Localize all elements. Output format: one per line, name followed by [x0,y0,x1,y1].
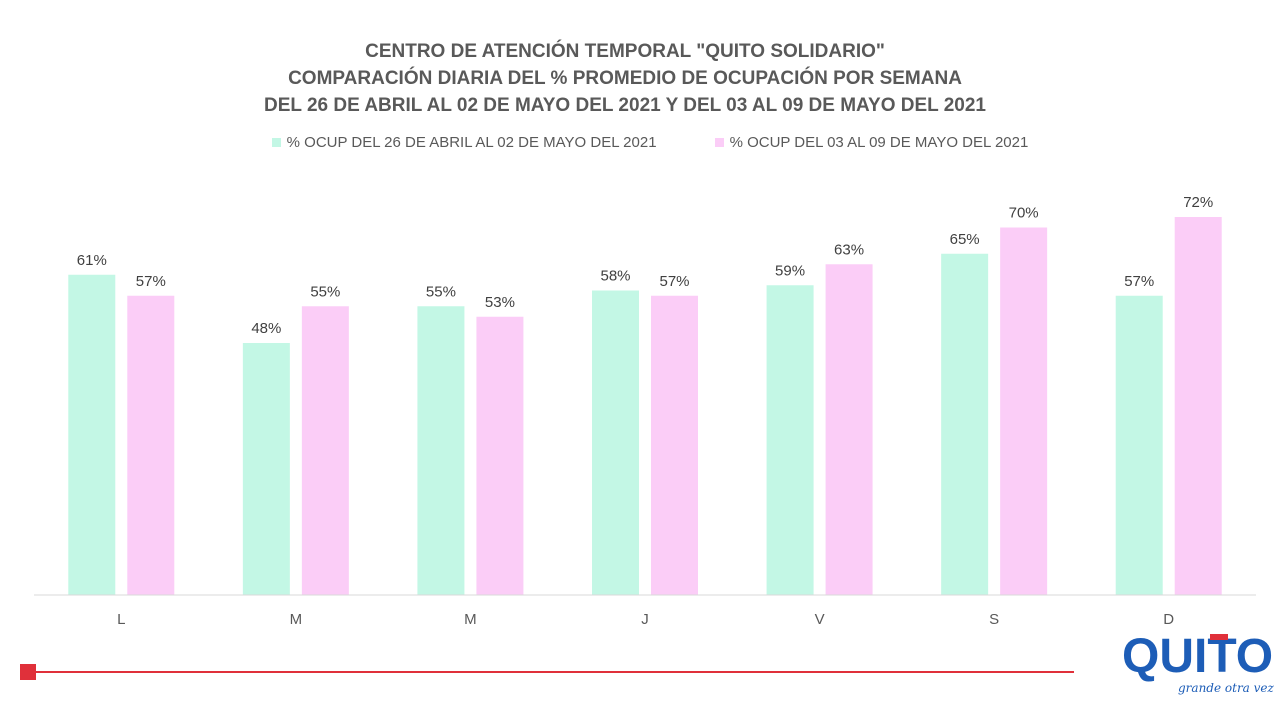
bar-series-1-4 [766,285,814,595]
logo-red-mark [1210,634,1228,640]
title-line-3: DEL 26 DE ABRIL AL 02 DE MAYO DEL 2021 Y… [264,95,986,116]
data-label-series-2-5: 70% [1009,205,1039,222]
data-label-series-2-1: 55% [310,283,340,300]
chart-title: CENTRO DE ATENCIÓN TEMPORAL "QUITO SOLID… [0,38,1250,119]
legend-swatch-series-1 [271,138,281,147]
bar-series-2-2 [476,316,524,595]
bar-series-2-5 [1000,227,1048,595]
title-line-1: CENTRO DE ATENCIÓN TEMPORAL "QUITO SOLID… [365,41,885,62]
data-label-series-1-6: 57% [1124,273,1154,290]
data-label-series-2-2: 53% [485,294,515,311]
category-label-6: D [1163,611,1174,628]
legend-swatch-series-2 [714,138,724,147]
bar-series-2-1 [301,306,349,595]
category-label-3: J [641,611,649,628]
logo-tagline: grande otra vez [1178,681,1275,695]
bar-series-2-6 [1174,217,1222,595]
legend: % OCUP DEL 26 DE ABRIL AL 02 DE MAYO DEL… [0,134,1280,151]
category-label-0: L [117,611,125,628]
data-label-series-1-1: 48% [251,320,281,337]
bar-series-2-4 [825,264,873,595]
footer-line [28,671,1074,673]
legend-item-series-1: % OCUP DEL 26 DE ABRIL AL 02 DE MAYO DEL… [271,134,657,151]
bar-series-1-2 [417,306,465,595]
category-label-4: V [815,611,825,628]
title-line-2: COMPARACIÓN DIARIA DEL % PROMEDIO DE OCU… [288,68,962,89]
legend-label-series-1: % OCUP DEL 26 DE ABRIL AL 02 DE MAYO DEL… [286,134,657,151]
bar-series-1-3 [592,290,639,595]
category-label-5: S [989,611,999,628]
data-label-series-1-2: 55% [426,283,456,300]
quito-logo: QUITO grande otra vez [1122,630,1275,695]
category-label-1: M [290,611,303,628]
category-label-2: M [464,611,477,628]
data-label-series-2-4: 63% [834,241,864,258]
bar-series-2-3 [651,295,698,595]
data-label-series-1-4: 59% [775,262,805,279]
data-label-series-1-3: 58% [600,268,630,285]
data-label-series-1-5: 65% [950,231,980,248]
data-label-series-2-6: 72% [1183,194,1213,211]
data-label-series-1-0: 61% [77,252,107,269]
bar-series-2-0 [127,295,175,595]
legend-item-series-2: % OCUP DEL 03 AL 09 DE MAYO DEL 2021 [714,134,1029,151]
bar-series-1-0 [68,274,116,595]
data-label-series-2-0: 57% [136,273,166,290]
legend-label-series-2: % OCUP DEL 03 AL 09 DE MAYO DEL 2021 [729,134,1029,151]
bar-series-1-6 [1115,295,1163,595]
logo-wordmark: QUITO [1122,630,1273,683]
data-label-series-2-3: 57% [659,273,689,290]
bar-series-1-1 [242,343,290,595]
bar-series-1-5 [941,253,989,595]
